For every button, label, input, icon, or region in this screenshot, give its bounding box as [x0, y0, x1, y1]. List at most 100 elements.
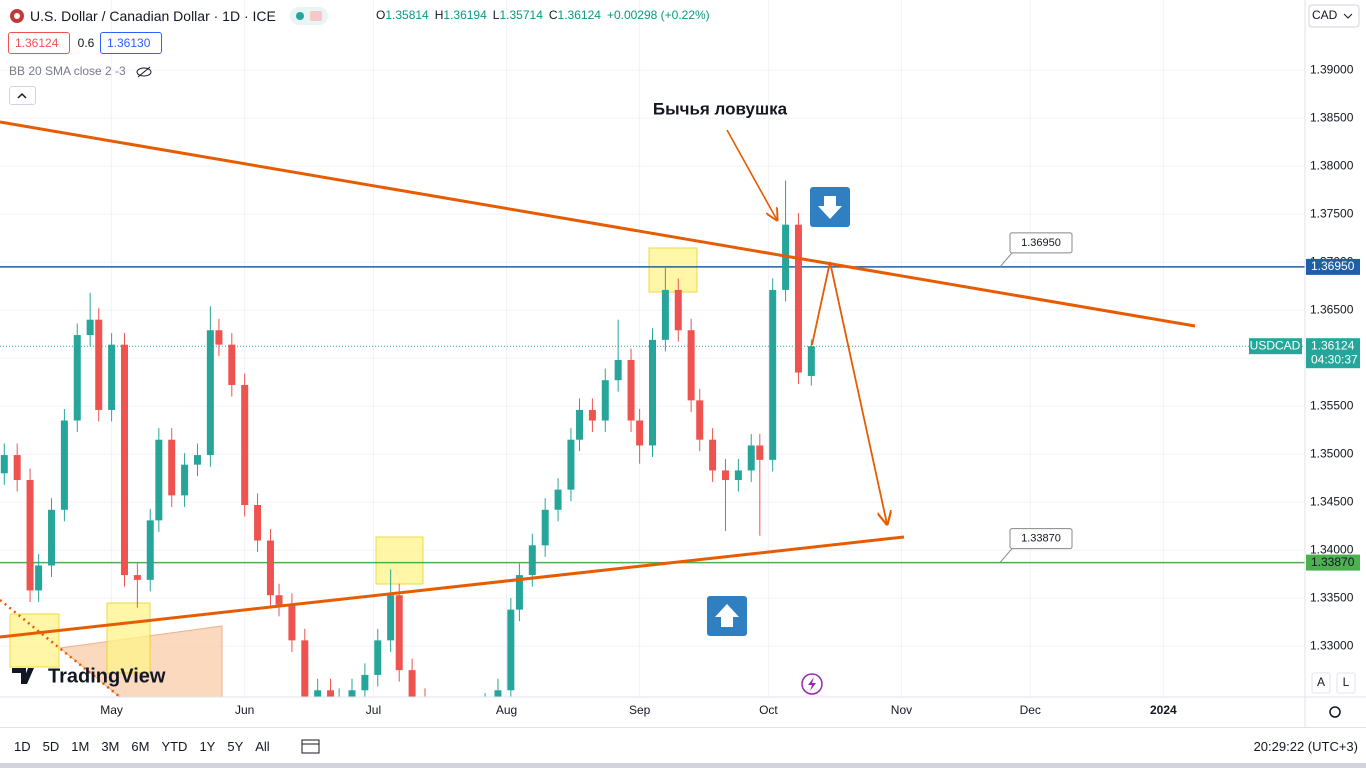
candle-body [35, 565, 43, 591]
candle-body [721, 470, 729, 481]
auto-scale-button[interactable] [1311, 672, 1331, 694]
indicator-legend: BB 20 SMA close 2 -3 [9, 64, 153, 78]
highlight-box [9, 613, 60, 668]
y-tick-label: 1.38000 [1310, 158, 1354, 172]
candle-body [374, 640, 382, 675]
ohlc-item: O1.35814 [376, 8, 429, 22]
hidden-eye-icon[interactable] [135, 66, 153, 78]
range-button[interactable]: 5Y [227, 738, 244, 754]
range-button[interactable]: 6M [131, 738, 150, 754]
ohlc-legend: O1.35814 H1.36194 L1.35714 C1.36124 +0.00298… [376, 8, 710, 22]
currency: CAD [1312, 8, 1338, 22]
buy-price[interactable]: 1.36130 [100, 32, 162, 54]
candle-body [528, 545, 536, 576]
drawings-front [0, 120, 1196, 697]
ohlc-item: L1.35714 [493, 8, 543, 22]
ohlc-item: C1.36124 [549, 8, 601, 22]
highlight-box [375, 536, 424, 585]
down-arrow-icon [818, 196, 842, 219]
date-range-icon[interactable] [300, 736, 322, 756]
y-tick-label: 1.34500 [1310, 494, 1354, 508]
ohlc-value: 1.35814 [385, 8, 429, 22]
candle-body [13, 455, 21, 481]
range-button[interactable]: 1Y [199, 738, 216, 754]
x-tick-label: Oct [759, 703, 778, 717]
collapse-button[interactable] [9, 86, 36, 105]
dropdown-icon [1343, 13, 1353, 19]
candle-body [709, 439, 717, 471]
candle-body [181, 464, 189, 496]
candle-body [387, 595, 395, 641]
candle-body [567, 439, 575, 490]
ohlc-value: 1.36194 [443, 8, 487, 22]
clock[interactable]: 20:29:22 (UTC+3) [1253, 738, 1358, 754]
candle-body [601, 380, 609, 421]
range-button[interactable]: YTD [161, 738, 188, 754]
range-buttons: 1D 5D 1M 3M 6M YTD 1Y 5Y All [0, 739, 282, 754]
ohlc-key: L [492, 8, 500, 22]
candle-body [193, 455, 201, 465]
candle-body [254, 504, 262, 541]
candle-body [275, 595, 283, 605]
candle-body [627, 360, 635, 421]
countdown-label: 04:30:37 [1311, 352, 1358, 366]
x-tick-label: 2024 [1150, 703, 1177, 717]
candle-body [395, 595, 403, 671]
last-price-label: 1.36124 [1311, 338, 1355, 352]
symbol-header: U.S. Dollar / Canadian Dollar · 1D · ICE [8, 6, 328, 26]
x-tick-label: Aug [496, 703, 517, 717]
x-tick-label: Jun [235, 703, 254, 717]
candle-body [73, 335, 81, 421]
axes: 1.33000 1.33500 1.34000 1.34500 1.35000 1.355… [100, 62, 1360, 717]
candle-body [434, 720, 441, 727]
y-tick-label: 1.35500 [1310, 398, 1354, 412]
candle-body [301, 640, 309, 697]
range-button[interactable]: All [255, 738, 270, 754]
level-axis-box [1306, 258, 1360, 275]
candle-body [482, 705, 489, 716]
range-button[interactable]: 5D [42, 738, 60, 754]
event-bolt [808, 677, 816, 691]
currency-button[interactable] [1308, 4, 1360, 28]
bottom-strip [0, 763, 1366, 768]
candle-body [108, 344, 116, 410]
candle-body [541, 509, 549, 546]
candle-body [60, 420, 68, 510]
log-scale-button[interactable] [1336, 672, 1356, 694]
candle-body [48, 509, 56, 566]
candle-body [120, 344, 128, 576]
candle-body [408, 670, 416, 697]
candle-body [554, 489, 562, 510]
y-tick-label: 1.34000 [1310, 542, 1354, 556]
candle-body [327, 690, 335, 697]
candle-body [734, 470, 742, 481]
candle-body [228, 344, 236, 385]
trend-line [0, 535, 905, 639]
symbol-tag [1249, 338, 1302, 355]
y-tick-label: 1.37500 [1310, 206, 1354, 220]
candle-body [576, 409, 584, 440]
callout-label: 1.36950 [1021, 237, 1061, 249]
y-tick-label: 1.33500 [1310, 590, 1354, 604]
sell-price[interactable]: 1.36124 [8, 32, 70, 54]
scale-button-label: L [1343, 675, 1350, 689]
symbol-tag-label: USDCAD [1250, 338, 1301, 352]
event-icon[interactable] [801, 673, 823, 695]
watermark: TradingView [12, 665, 166, 687]
candle-body [661, 289, 669, 340]
indicator-badge[interactable] [289, 7, 328, 25]
callout-box [1009, 232, 1073, 254]
candle-body [206, 330, 214, 456]
range-button[interactable]: 1D [14, 738, 31, 754]
level-axis-box [1306, 554, 1360, 571]
settings-icon[interactable] [1329, 706, 1341, 718]
candle-body [515, 575, 523, 610]
watermark-text: TradingView [48, 665, 166, 687]
up-arrow-icon [715, 604, 739, 627]
range-button[interactable]: 3M [101, 738, 120, 754]
indicator-text: BB 20 SMA close 2 -3 [9, 64, 126, 78]
candle-body [469, 715, 476, 720]
range-button[interactable]: 1M [71, 738, 90, 754]
spread: 0.6 [72, 32, 100, 54]
